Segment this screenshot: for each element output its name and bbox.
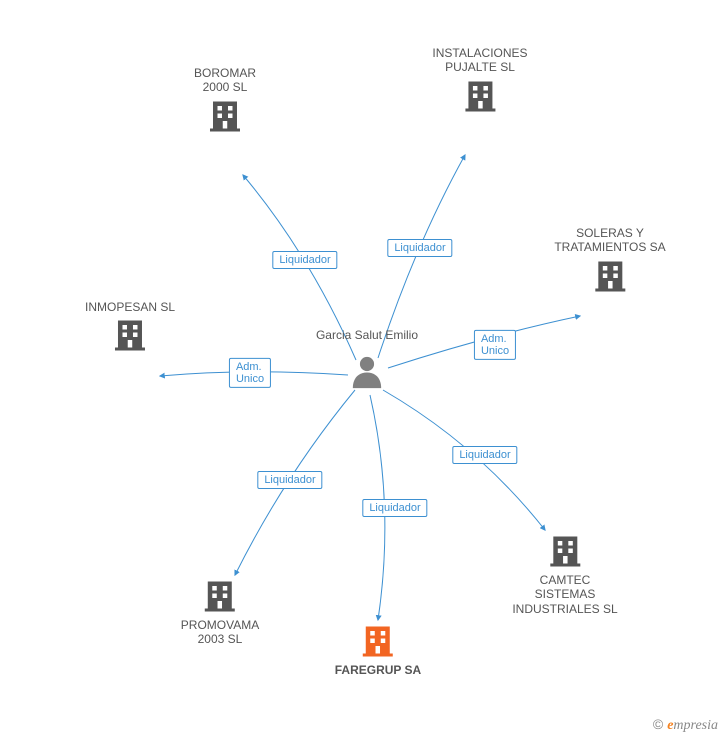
node-label: SOLERAS Y TRATAMIENTOS SA — [554, 226, 665, 255]
edge-label: Adm. Unico — [229, 358, 271, 388]
person-icon — [350, 354, 384, 397]
building-icon — [547, 532, 583, 571]
node-label: BOROMAR 2000 SL — [194, 66, 256, 95]
node-soleras: SOLERAS Y TRATAMIENTOS SA — [554, 226, 665, 296]
node-label: FAREGRUP SA — [335, 663, 421, 677]
node-inmopesan: INMOPESAN SL — [85, 300, 175, 355]
node-label: PROMOVAMA 2003 SL — [181, 618, 259, 647]
edge-label: Adm. Unico — [474, 330, 516, 360]
brand-rest: mpresia — [673, 718, 718, 733]
building-icon — [462, 77, 498, 116]
node-promovama: PROMOVAMA 2003 SL — [181, 577, 259, 647]
node-faregrup: FAREGRUP SA — [335, 622, 421, 677]
center-node-label: Garcia Salut Emilio — [316, 328, 418, 342]
building-icon — [202, 577, 238, 616]
watermark: ©empresia — [653, 716, 718, 734]
edge-label: Liquidador — [387, 239, 452, 257]
building-icon — [360, 622, 396, 661]
node-label: CAMTEC SISTEMAS INDUSTRIALES SL — [512, 573, 617, 616]
building-icon — [592, 257, 628, 296]
edge-label: Liquidador — [272, 251, 337, 269]
building-icon — [207, 97, 243, 136]
node-boromar: BOROMAR 2000 SL — [194, 66, 256, 136]
node-label: INMOPESAN SL — [85, 300, 175, 314]
edge-label: Liquidador — [362, 499, 427, 517]
node-camtec: CAMTEC SISTEMAS INDUSTRIALES SL — [512, 532, 617, 616]
node-label: INSTALACIONES PUJALTE SL — [432, 46, 527, 75]
edge-label: Liquidador — [257, 471, 322, 489]
network-diagram: Garcia Salut Emilio BOROMAR 2000 SL INST… — [0, 0, 728, 740]
node-pujalte: INSTALACIONES PUJALTE SL — [432, 46, 527, 116]
building-icon — [112, 316, 148, 355]
edge-label: Liquidador — [452, 446, 517, 464]
copyright-symbol: © — [653, 716, 663, 732]
